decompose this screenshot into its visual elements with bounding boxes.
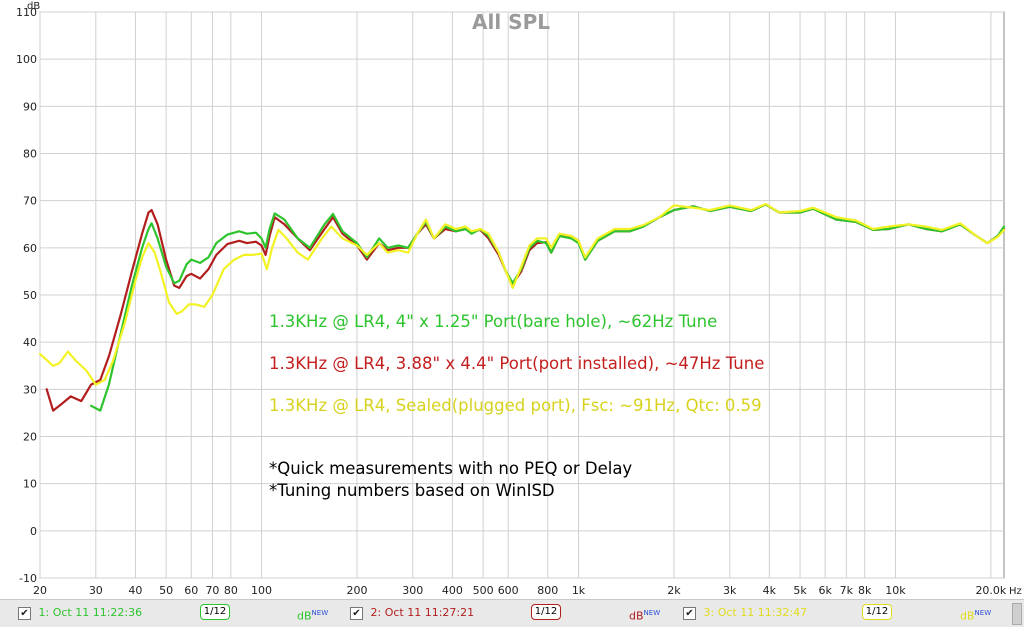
x-tick-label: 6k [818, 584, 832, 597]
x-tick-label: 500 [473, 584, 494, 597]
y-tick-label: 40 [23, 336, 37, 349]
y-axis-unit: dB [27, 1, 40, 12]
series-line-3 [38, 202, 1006, 386]
db-new-2: NEW [643, 609, 661, 617]
x-tick-label: 1k [572, 584, 586, 597]
legend-item-3[interactable]: ✔ 3: Oct 11 11:32:47 [683, 604, 807, 622]
legend-scroll-handle[interactable] [1012, 603, 1022, 625]
legend-label-3: 3: Oct 11 11:32:47 [703, 606, 808, 619]
x-tick-label: 3k [723, 584, 737, 597]
checkbox-series-2[interactable]: ✔ [350, 606, 363, 620]
x-tick-label: 8k [858, 584, 872, 597]
x-tick-label: 50 [159, 584, 173, 597]
x-axis-unit: Hz [1009, 586, 1022, 597]
annotation-1: 1.3KHz @ LR4, 4" x 1.25" Port(bare hole)… [269, 312, 717, 331]
db-label-1: dB [297, 609, 312, 623]
legend-item-2[interactable]: ✔ 2: Oct 11 11:27:21 [350, 604, 474, 622]
x-tick-label: 60 [184, 584, 198, 597]
x-tick-label: 400 [442, 584, 463, 597]
db-new-3: NEW [974, 609, 992, 617]
db-offset-2[interactable]: dBNEW [629, 604, 660, 626]
checkbox-series-1[interactable]: ✔ [18, 606, 31, 620]
x-axis-ticks: 20 30 40 50 60 70 80 100 200 300 400 500 600 800 1k 2k 3… [33, 584, 1007, 597]
legend-label-2: 2: Oct 11 11:27:21 [370, 606, 475, 619]
y-tick-label: -10 [19, 572, 37, 585]
annotation-4: *Quick measurements with no PEQ or Delay [269, 459, 632, 478]
checkbox-series-3[interactable]: ✔ [683, 606, 696, 620]
x-tick-label: 100 [251, 584, 272, 597]
y-tick-label: 60 [23, 242, 37, 255]
y-tick-label: 10 [23, 478, 37, 491]
smoothing-button-2[interactable]: 1/12 [531, 604, 561, 620]
x-tick-label: 20 [33, 584, 47, 597]
y-tick-label: 20 [23, 431, 37, 444]
y-axis-ticks: -10 0 10 20 30 40 50 60 70 80 90 100 110 [16, 6, 37, 585]
x-tick-label: 600 [498, 584, 519, 597]
smoothing-button-3[interactable]: 1/12 [862, 604, 892, 620]
legend-bar: ✔ 1: Oct 11 11:22:36 1/12 dBNEW ✔ 2: Oct… [0, 599, 1024, 627]
y-tick-label: 110 [16, 6, 37, 19]
x-tick-label: 10k [885, 584, 906, 597]
db-offset-3[interactable]: dBNEW [960, 604, 991, 626]
x-tick-label: 70 [205, 584, 219, 597]
annotation-group: 1.3KHz @ LR4, 4" x 1.25" Port(bare hole)… [269, 312, 764, 500]
y-tick-label: 0 [30, 525, 37, 538]
y-tick-label: 80 [23, 148, 37, 161]
legend-item-1[interactable]: ✔ 1: Oct 11 11:22:36 [18, 604, 142, 622]
x-tick-label: 2k [667, 584, 681, 597]
y-tick-label: 100 [16, 53, 37, 66]
x-tick-label: 30 [89, 584, 103, 597]
x-tick-label: 200 [346, 584, 367, 597]
x-tick-label: 800 [537, 584, 558, 597]
db-offset-1[interactable]: dBNEW [297, 604, 328, 626]
x-tick-label: 20.0k [975, 584, 1006, 597]
db-new-1: NEW [311, 609, 329, 617]
db-label-3: dB [960, 609, 975, 623]
x-tick-label: 300 [402, 584, 423, 597]
annotation-2: 1.3KHz @ LR4, 3.88" x 4.4" Port(port ins… [269, 354, 764, 373]
x-tick-label: 40 [128, 584, 142, 597]
x-tick-label: 4k [763, 584, 777, 597]
y-tick-label: 70 [23, 195, 37, 208]
legend-label-1: 1: Oct 11 11:22:36 [38, 606, 143, 619]
x-tick-label: 7k [840, 584, 854, 597]
series-group [38, 202, 1006, 412]
spl-chart: -10 0 10 20 30 40 50 60 70 80 90 100 110 20 30 40 50 60 7… [16, 1, 1022, 597]
y-tick-label: 50 [23, 289, 37, 302]
annotation-3: 1.3KHz @ LR4, Sealed(plugged port), Fsc:… [269, 396, 762, 415]
smoothing-button-1[interactable]: 1/12 [200, 604, 230, 620]
chart-title: All SPL [472, 10, 550, 34]
x-tick-label: 80 [224, 584, 238, 597]
annotation-5: *Tuning numbers based on WinISD [269, 481, 555, 500]
db-label-2: dB [629, 609, 644, 623]
y-tick-label: 30 [23, 383, 37, 396]
x-tick-label: 5k [793, 584, 807, 597]
y-tick-label: 90 [23, 100, 37, 113]
